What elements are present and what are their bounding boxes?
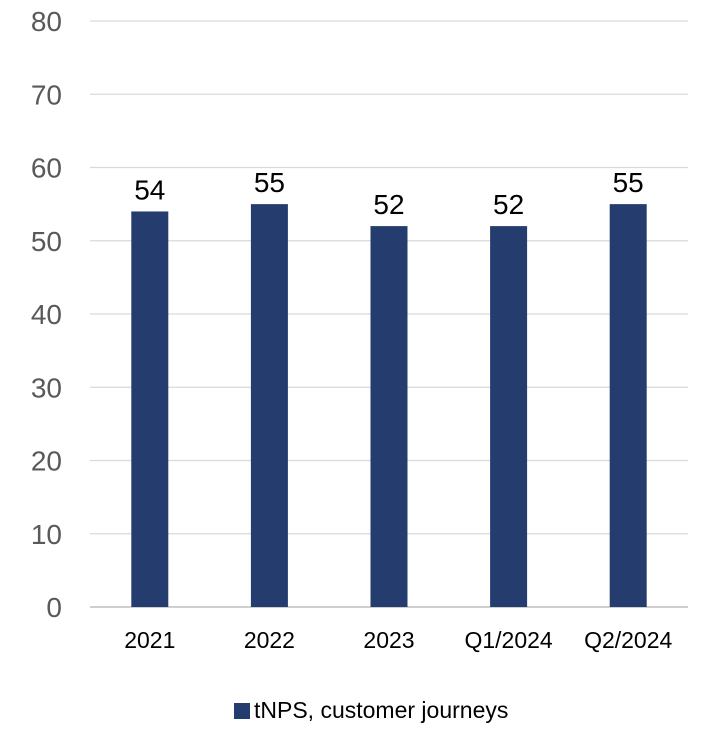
x-axis-ticks: 2021 2022 2023 Q1/2024 Q2/2024 — [124, 627, 672, 653]
data-label: 54 — [134, 174, 165, 205]
bar-Q1/2024 — [490, 226, 528, 607]
x-tick-label: 2022 — [244, 627, 295, 653]
x-tick-label: 2023 — [363, 627, 414, 653]
data-label: 52 — [373, 189, 404, 220]
bar-2022 — [250, 204, 288, 607]
y-tick-label: 70 — [31, 79, 62, 110]
y-tick-label: 80 — [31, 6, 62, 37]
legend-swatch — [234, 703, 250, 719]
y-tick-label: 0 — [46, 592, 62, 623]
bar-2021 — [131, 211, 169, 607]
y-tick-label: 10 — [31, 519, 62, 550]
x-tick-label: Q1/2024 — [464, 627, 552, 653]
bar-Q2/2024 — [609, 204, 647, 607]
y-tick-label: 40 — [31, 299, 62, 330]
y-tick-label: 30 — [31, 372, 62, 403]
x-tick-label: 2021 — [124, 627, 175, 653]
data-label: 52 — [493, 189, 524, 220]
data-labels: 54 55 52 52 55 — [134, 167, 644, 220]
y-tick-label: 20 — [31, 446, 62, 477]
data-label: 55 — [254, 167, 285, 198]
y-tick-label: 60 — [31, 153, 62, 184]
x-tick-label: Q2/2024 — [584, 627, 672, 653]
legend-label: tNPS, customer journeys — [254, 697, 508, 723]
bar-2023 — [370, 226, 408, 607]
y-axis-ticks: 0 10 20 30 40 50 60 70 80 — [31, 6, 62, 623]
data-label: 55 — [613, 167, 644, 198]
bars — [131, 204, 647, 607]
y-tick-label: 50 — [31, 226, 62, 257]
legend: tNPS, customer journeys — [234, 697, 508, 723]
